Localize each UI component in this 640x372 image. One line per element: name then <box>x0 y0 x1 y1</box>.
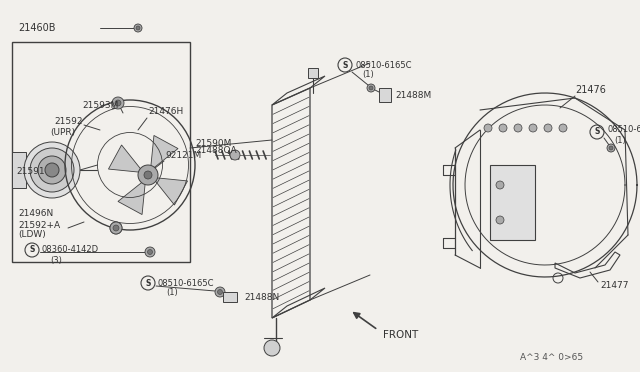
Text: S: S <box>595 128 600 137</box>
Bar <box>12 42 190 262</box>
Circle shape <box>609 146 613 150</box>
Bar <box>12 152 26 188</box>
Text: S: S <box>29 246 35 254</box>
Text: S: S <box>145 279 150 288</box>
Bar <box>308 68 318 78</box>
Polygon shape <box>151 135 178 169</box>
Text: 08510-6165C: 08510-6165C <box>607 125 640 135</box>
Text: (1): (1) <box>614 135 626 144</box>
Circle shape <box>110 222 122 234</box>
Circle shape <box>496 216 504 224</box>
Text: 21477: 21477 <box>600 280 628 289</box>
Text: 21592+A: 21592+A <box>18 221 60 230</box>
Circle shape <box>134 24 142 32</box>
Text: 21590M: 21590M <box>195 138 232 148</box>
Text: (UPR): (UPR) <box>50 128 75 137</box>
Circle shape <box>113 225 119 231</box>
Circle shape <box>147 250 152 254</box>
Text: (3): (3) <box>50 256 62 264</box>
Text: 21476: 21476 <box>575 85 606 95</box>
Circle shape <box>110 222 122 234</box>
Text: (1): (1) <box>166 289 178 298</box>
Text: A^3 4^ 0>65: A^3 4^ 0>65 <box>520 353 583 362</box>
Circle shape <box>112 97 124 109</box>
Text: 08510-6165C: 08510-6165C <box>355 61 412 70</box>
Polygon shape <box>118 182 145 215</box>
Circle shape <box>529 124 537 132</box>
Circle shape <box>230 150 240 160</box>
Circle shape <box>369 86 373 90</box>
Text: 21591: 21591 <box>16 167 45 176</box>
Circle shape <box>145 247 155 257</box>
Text: 21488M: 21488M <box>395 90 431 99</box>
Circle shape <box>559 124 567 132</box>
Text: FRONT: FRONT <box>383 330 419 340</box>
Circle shape <box>367 84 375 92</box>
Text: 21476H: 21476H <box>148 108 183 116</box>
Text: 21460B: 21460B <box>18 23 56 33</box>
Text: 21496N: 21496N <box>18 208 53 218</box>
Text: 92121M: 92121M <box>165 151 201 160</box>
Circle shape <box>136 26 140 30</box>
Circle shape <box>499 124 507 132</box>
Circle shape <box>45 163 59 177</box>
Bar <box>490 165 535 240</box>
Text: 21593M: 21593M <box>82 100 118 109</box>
Circle shape <box>544 124 552 132</box>
Text: 08360-4142D: 08360-4142D <box>42 246 99 254</box>
Circle shape <box>607 144 615 152</box>
Polygon shape <box>154 178 188 205</box>
Circle shape <box>514 124 522 132</box>
Circle shape <box>144 171 152 179</box>
Circle shape <box>496 181 504 189</box>
Text: S: S <box>342 61 348 70</box>
Circle shape <box>24 142 80 198</box>
Bar <box>379 88 391 102</box>
Polygon shape <box>108 145 141 172</box>
Circle shape <box>38 156 66 184</box>
Circle shape <box>484 124 492 132</box>
Circle shape <box>138 165 158 185</box>
Text: 21592: 21592 <box>54 116 83 125</box>
Circle shape <box>115 100 121 106</box>
Circle shape <box>218 289 223 295</box>
Circle shape <box>30 148 74 192</box>
Circle shape <box>215 287 225 297</box>
Circle shape <box>264 340 280 356</box>
Bar <box>223 292 237 302</box>
Text: 21488N: 21488N <box>244 292 279 301</box>
Text: (1): (1) <box>362 71 374 80</box>
Text: 08510-6165C: 08510-6165C <box>158 279 214 288</box>
Text: 21488QA: 21488QA <box>195 145 237 154</box>
Circle shape <box>113 225 119 231</box>
Text: (LDW): (LDW) <box>18 231 45 240</box>
